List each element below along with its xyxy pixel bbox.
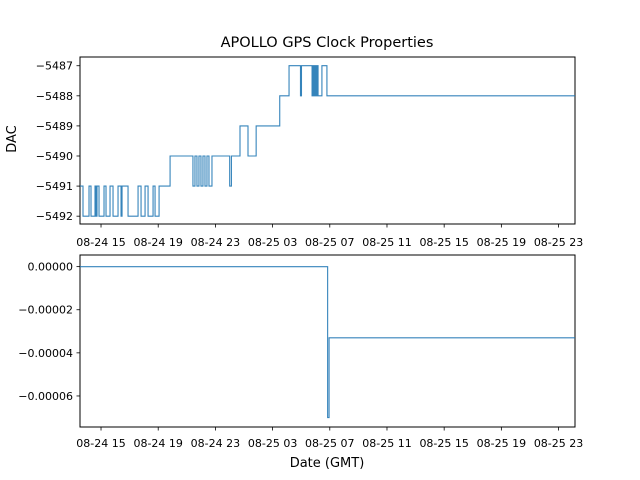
DAC-step-line: [80, 65, 575, 217]
x-tick-label: 08-24 19: [133, 236, 182, 249]
y-tick-label: −5489: [36, 120, 73, 133]
y-tick-label: −0.00002: [18, 304, 73, 317]
top-axes-dac-plot: 08-24 15 08-24 19 08-24 23 08-25 03 08-25 07…: [36, 56, 583, 249]
x-tick-label: 08-25 15: [419, 437, 468, 450]
x-axis-label-date-gmt: Date (GMT): [290, 456, 365, 471]
y-tick-label: −5490: [36, 150, 73, 163]
y-axis-label-dac: DAC: [5, 125, 20, 153]
y-tick-label: −0.00006: [18, 390, 73, 403]
bottom-axes-offset-plot: 08-24 15 08-24 19 08-24 23 08-25 03 08-25 07…: [18, 254, 583, 450]
x-tick-label: 08-25 11: [362, 236, 411, 249]
x-tick-label: 08-25 23: [534, 437, 583, 450]
x-tick-label: 08-25 19: [477, 236, 526, 249]
x-tick-label: 08-25 03: [248, 437, 297, 450]
x-tick-label: 08-25 23: [534, 236, 583, 249]
chart-title: APOLLO GPS Clock Properties: [221, 35, 434, 51]
axes-frame: [79, 254, 576, 428]
y-tick-label: −5492: [36, 210, 73, 223]
x-tick-label: 08-25 11: [362, 437, 411, 450]
x-tick-label: 08-25 07: [305, 437, 354, 450]
y-tick-label: −5491: [36, 180, 73, 193]
x-tick-label: 08-24 23: [191, 437, 240, 450]
x-tick-label: 08-25 19: [477, 437, 526, 450]
x-tick-label: 08-24 15: [76, 236, 125, 249]
x-tick-label: 08-24 23: [191, 236, 240, 249]
y-tick-label: −5488: [36, 90, 73, 103]
y-tick-label: −0.00004: [18, 347, 73, 360]
clock-offset-step-line: [80, 266, 575, 419]
x-tick-label: 08-24 15: [76, 437, 125, 450]
x-tick-label: 08-25 07: [305, 236, 354, 249]
y-tick-label: 0.00000: [28, 261, 74, 274]
x-tick-label: 08-25 03: [248, 236, 297, 249]
y-tick-label: −5487: [36, 60, 73, 73]
x-tick-label: 08-24 19: [133, 437, 182, 450]
axes-frame: [79, 56, 576, 225]
x-tick-label: 08-25 15: [419, 236, 468, 249]
